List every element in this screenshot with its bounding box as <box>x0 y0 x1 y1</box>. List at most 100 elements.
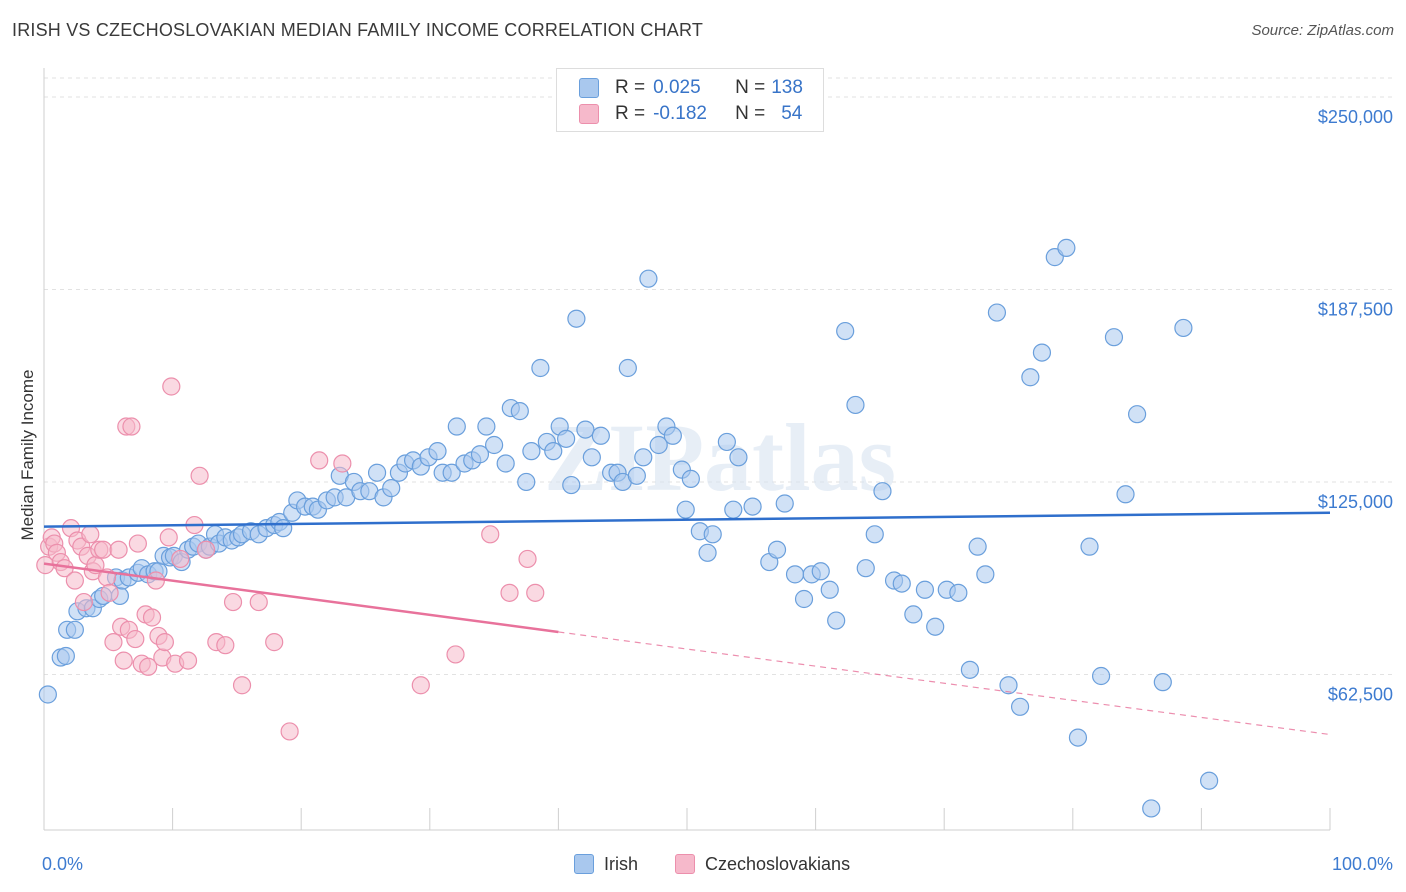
irish-point <box>926 617 945 636</box>
irish-point <box>562 475 581 495</box>
irish-legend-label: Irish <box>604 853 639 874</box>
irish-point <box>717 432 736 452</box>
czech-r-label: R = <box>615 103 646 124</box>
czech-point <box>126 629 145 649</box>
irish-point <box>873 482 892 501</box>
irish-point <box>428 442 447 461</box>
czech-point <box>310 451 329 470</box>
irish-swatch-icon <box>579 78 599 98</box>
irish-point <box>1200 771 1219 790</box>
czech-point <box>159 528 178 547</box>
czech-point <box>196 540 216 559</box>
czech-point <box>333 454 352 473</box>
irish-point <box>767 540 787 559</box>
y-tick-label: $125,000 <box>1318 492 1393 512</box>
irish-point <box>627 466 646 485</box>
irish-point <box>1021 368 1040 387</box>
irish-point <box>1068 728 1088 747</box>
czech-point <box>216 636 235 655</box>
irish-point <box>1032 343 1052 362</box>
irish-point <box>1010 697 1030 716</box>
czech-trend-line <box>43 562 559 634</box>
irish-point <box>703 525 722 544</box>
irish-point <box>544 442 563 461</box>
y-tick-label: $62,500 <box>1328 684 1393 704</box>
irish-point <box>856 559 875 578</box>
legend-row-irish: R = 0.025 N = 138 <box>579 75 803 101</box>
czech-point <box>249 592 268 612</box>
czech-point <box>265 633 284 652</box>
irish-point <box>976 565 995 584</box>
irish-point <box>999 676 1018 695</box>
czech-point <box>81 525 100 544</box>
bottom-legend-czech[interactable]: Czechoslovakians <box>675 852 850 876</box>
irish-point <box>960 660 980 679</box>
czech-point <box>178 651 198 670</box>
irish-point <box>811 562 830 581</box>
irish-point <box>522 442 541 461</box>
irish-point <box>1153 673 1172 692</box>
irish-r-value: 0.025 <box>653 77 701 98</box>
irish-point <box>65 620 84 639</box>
irish-point <box>663 426 682 445</box>
irish-point <box>470 445 490 464</box>
irish-point <box>827 611 846 630</box>
czech-trend-line-extension <box>558 631 1331 736</box>
czech-point <box>526 583 545 602</box>
czech-point <box>94 540 113 559</box>
czech-point <box>114 651 133 670</box>
irish-point <box>576 420 595 439</box>
chart-title: IRISH VS CZECHOSLOVAKIAN MEDIAN FAMILY I… <box>12 20 704 40</box>
irish-point <box>987 303 1007 322</box>
irish-n-label: N = <box>735 77 766 98</box>
irish-point <box>639 269 658 288</box>
irish-point <box>582 448 601 467</box>
irish-point <box>865 525 884 544</box>
x-tick-label-min: 0.0% <box>42 854 83 874</box>
irish-n-value: 138 <box>771 77 803 98</box>
irish-point <box>649 435 668 455</box>
czech-point <box>142 608 162 627</box>
correlation-legend: R = 0.025 N = 138 R = -0.182 N = 54 <box>556 68 824 132</box>
irish-point <box>567 309 586 328</box>
irish-point <box>729 448 748 467</box>
czech-point <box>171 549 190 569</box>
irish-point <box>949 583 968 602</box>
czech-point <box>104 633 123 652</box>
irish-point <box>510 402 529 421</box>
irish-point <box>442 463 461 482</box>
irish-point <box>1174 318 1193 338</box>
czech-point <box>122 417 141 436</box>
irish-point <box>557 429 576 448</box>
bottom-legend-irish[interactable]: Irish <box>574 852 638 876</box>
czech-point <box>280 722 299 741</box>
czech-point <box>65 571 84 590</box>
irish-point <box>56 646 75 666</box>
czech-point <box>128 534 147 553</box>
irish-trend-line <box>43 511 1331 528</box>
irish-point <box>38 685 57 704</box>
irish-point <box>1127 405 1147 424</box>
czech-point <box>411 676 430 695</box>
czech-point <box>74 592 93 612</box>
irish-point <box>785 565 805 584</box>
czech-r-value: -0.182 <box>653 103 707 124</box>
irish-point <box>743 497 762 516</box>
x-tick-label-max: 100.0% <box>1332 854 1393 874</box>
irish-point <box>820 580 839 599</box>
irish-point <box>591 426 610 445</box>
czech-point <box>232 676 252 695</box>
watermark: ZIPatlas <box>544 404 896 511</box>
czech-legend-swatch-icon <box>675 854 695 874</box>
irish-point <box>496 454 515 473</box>
irish-point <box>775 494 794 513</box>
irish-point <box>1116 485 1135 504</box>
source-label: Source: ZipAtlas.com <box>1251 22 1394 39</box>
czech-point <box>518 549 537 569</box>
irish-point <box>681 469 700 488</box>
irish-point <box>968 537 987 556</box>
y-tick-label: $187,500 <box>1318 299 1393 319</box>
czech-point <box>500 583 519 602</box>
irish-point <box>794 589 814 609</box>
irish-point <box>1142 799 1161 818</box>
